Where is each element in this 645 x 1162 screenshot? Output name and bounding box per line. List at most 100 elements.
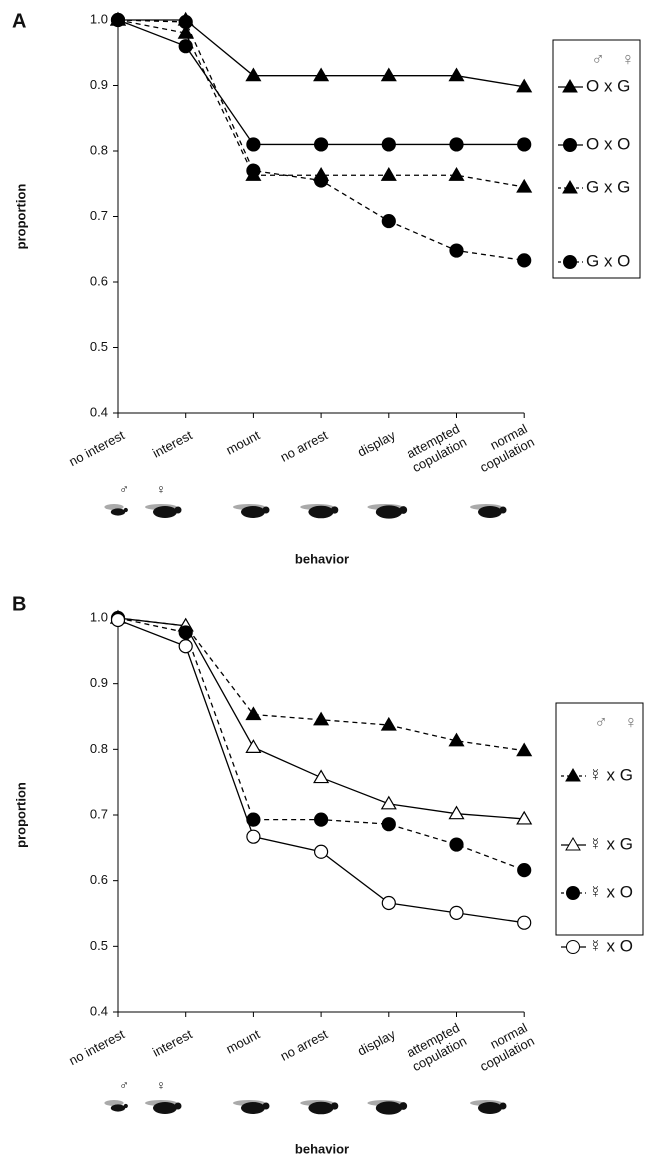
- fly-body: [478, 1102, 502, 1114]
- fly-body: [241, 1102, 265, 1114]
- marker: [381, 213, 396, 229]
- fly-head: [174, 1102, 182, 1110]
- y-tick-label: 0.5: [90, 339, 108, 354]
- fly-head: [499, 1102, 507, 1110]
- legend-label: ☿ x O: [589, 936, 633, 955]
- y-axis-label: proportion: [13, 184, 28, 250]
- x-tick-label: normalcopulation: [471, 421, 538, 475]
- marker: [516, 810, 533, 825]
- legend-header: ♀: [624, 712, 638, 732]
- legend-marker: [563, 255, 577, 269]
- figure-symbol: ♂: [119, 481, 129, 496]
- marker: [314, 173, 329, 188]
- marker: [178, 14, 193, 30]
- y-axis-label: proportion: [13, 782, 28, 848]
- fly-head: [262, 1102, 270, 1110]
- marker: [246, 137, 261, 152]
- series-line: [117, 617, 525, 871]
- fly-body: [153, 1102, 177, 1114]
- panel-letter: A: [12, 10, 26, 32]
- marker: [380, 167, 397, 181]
- y-tick-label: 0.8: [90, 741, 108, 756]
- fly-body: [375, 505, 403, 519]
- y-tick-label: 0.7: [90, 208, 108, 223]
- figure-symbol: ♀: [156, 1077, 166, 1092]
- legend-header: ♂: [594, 712, 608, 732]
- legend-label: G x O: [586, 251, 630, 270]
- marker: [178, 625, 193, 640]
- fly-head: [330, 1102, 339, 1110]
- figure-symbol: ♀: [156, 481, 166, 496]
- marker: [110, 612, 126, 628]
- marker: [381, 817, 396, 832]
- fly-head: [123, 507, 128, 513]
- x-axis-label: behavior: [295, 551, 349, 566]
- series-line: [117, 617, 525, 752]
- fly-head: [330, 506, 339, 514]
- marker: [313, 67, 330, 82]
- marker: [448, 67, 465, 82]
- x-tick-label: interest: [150, 1026, 195, 1059]
- legend-marker: [562, 79, 578, 93]
- y-tick-label: 0.6: [90, 273, 108, 288]
- y-tick-label: 0.7: [90, 806, 108, 821]
- fly-body: [308, 505, 334, 519]
- marker: [381, 137, 396, 152]
- legend-marker: [566, 940, 580, 954]
- fly-body: [110, 508, 126, 516]
- marker: [517, 253, 532, 268]
- marker: [246, 163, 261, 178]
- fly-head: [399, 506, 408, 514]
- marker: [449, 837, 464, 852]
- marker: [177, 24, 194, 39]
- marker: [448, 732, 465, 747]
- y-tick-label: 0.6: [90, 872, 108, 887]
- marker: [517, 915, 532, 930]
- fly-head: [262, 506, 270, 514]
- x-tick-label: mount: [223, 427, 262, 457]
- marker: [313, 769, 330, 784]
- marker: [516, 178, 533, 193]
- marker: [380, 795, 397, 810]
- legend-marker: [565, 768, 581, 782]
- x-tick-label: interest: [150, 427, 195, 460]
- marker: [516, 742, 533, 757]
- legend-marker: [565, 837, 581, 851]
- marker: [110, 12, 126, 28]
- legend-label: O x G: [586, 76, 630, 95]
- figure-symbol: ♂: [119, 1077, 129, 1092]
- marker: [178, 39, 193, 54]
- legend-header: ♂: [591, 49, 605, 69]
- y-tick-label: 0.4: [90, 1003, 108, 1018]
- x-tick-label: attemptedcopulation: [403, 421, 469, 475]
- marker: [245, 706, 262, 721]
- legend-marker: [563, 138, 577, 152]
- marker: [314, 812, 329, 827]
- marker: [178, 639, 193, 654]
- marker: [380, 67, 397, 82]
- legend-label: ☿ x G: [589, 834, 633, 853]
- x-tick-label: no interest: [66, 1026, 127, 1068]
- marker: [448, 167, 465, 181]
- x-tick-label: display: [355, 1026, 398, 1058]
- legend-marker: [562, 180, 578, 194]
- legend-label: G x G: [586, 177, 630, 196]
- fly-head: [123, 1103, 128, 1109]
- marker: [245, 739, 262, 753]
- fly-body: [308, 1101, 334, 1115]
- marker: [314, 137, 329, 152]
- marker: [246, 829, 261, 844]
- marker: [517, 137, 532, 152]
- legend-marker: [566, 886, 580, 900]
- legend-box: [552, 39, 641, 279]
- marker: [449, 137, 464, 152]
- y-tick-label: 1.0: [90, 609, 108, 624]
- x-axis-label: behavior: [295, 1141, 349, 1156]
- marker: [449, 905, 464, 920]
- x-tick-label: no interest: [66, 427, 127, 469]
- y-tick-label: 1.0: [90, 11, 108, 26]
- y-tick-label: 0.9: [90, 675, 108, 690]
- x-tick-label: no arrest: [278, 427, 331, 465]
- fly-body: [241, 506, 265, 518]
- fly-body: [110, 1104, 126, 1112]
